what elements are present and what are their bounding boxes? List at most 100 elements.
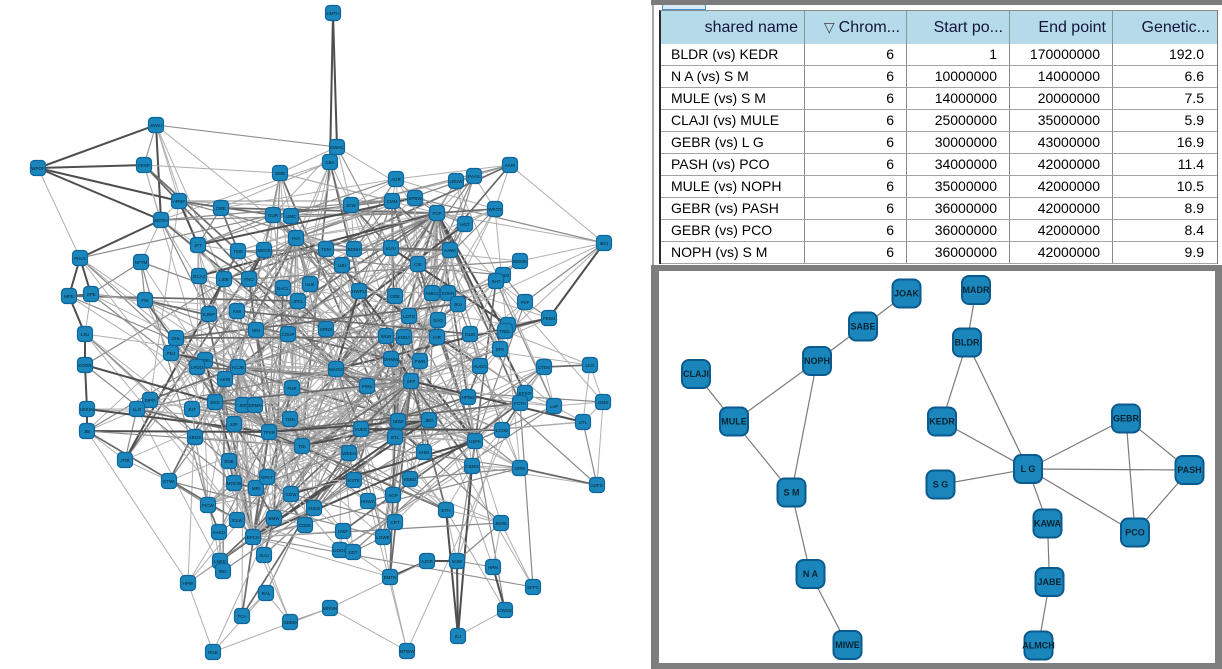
svg-text:AAKD: AAKD: [213, 530, 226, 535]
svg-text:SPBW: SPBW: [408, 196, 422, 201]
svg-text:AGP: AGP: [388, 493, 398, 498]
svg-text:WPOF: WPOF: [31, 166, 45, 171]
svg-text:KCJB: KCJB: [232, 365, 244, 370]
svg-text:COUP: COUP: [281, 332, 294, 337]
svg-text:AJGR: AJGR: [421, 559, 434, 564]
svg-text:ANGE: ANGE: [308, 506, 321, 511]
svg-text:SAO: SAO: [433, 318, 443, 323]
svg-text:TDI: TDI: [298, 444, 305, 449]
svg-text:LDTG: LDTG: [403, 314, 416, 319]
svg-text:TMN: TMN: [285, 417, 295, 422]
svg-text:SWB: SWB: [275, 171, 285, 176]
svg-text:FCP: FCP: [433, 211, 442, 216]
svg-text:GUR: GUR: [268, 213, 279, 218]
svg-text:PWS: PWS: [362, 384, 372, 389]
svg-text:WRNN: WRNN: [323, 606, 337, 611]
svg-text:SBOS: SBOS: [189, 435, 202, 440]
svg-text:EPCH: EPCH: [247, 535, 260, 540]
svg-text:KJWP: KJWP: [203, 312, 216, 317]
svg-text:WKTD: WKTD: [488, 207, 502, 212]
svg-text:JABE: JABE: [1037, 577, 1061, 587]
svg-text:MJW: MJW: [452, 559, 463, 564]
svg-text:MFE: MFE: [64, 294, 74, 299]
svg-text:RGE: RGE: [208, 650, 218, 655]
svg-text:KBBD: KBBD: [404, 477, 417, 482]
svg-text:SFK: SFK: [496, 347, 505, 352]
svg-text:JOAK: JOAK: [894, 289, 920, 299]
svg-text:TPSR: TPSR: [263, 430, 276, 435]
svg-text:WUB: WUB: [381, 334, 392, 339]
svg-text:WEEH: WEEH: [342, 451, 356, 456]
svg-text:KAWI: KAWI: [444, 248, 455, 253]
svg-text:JUT: JUT: [188, 407, 196, 412]
svg-text:LIMC: LIMC: [286, 214, 298, 219]
svg-text:NDW: NDW: [393, 419, 404, 424]
svg-text:MULE: MULE: [721, 417, 747, 427]
svg-text:ALMCH: ALMCH: [1022, 641, 1055, 651]
svg-text:JKU: JKU: [454, 302, 463, 307]
svg-text:HPW: HPW: [183, 581, 194, 586]
svg-text:JTIR: JTIR: [120, 458, 130, 463]
svg-text:AGR: AGR: [391, 177, 402, 182]
svg-text:N A: N A: [803, 569, 819, 579]
svg-text:JBI: JBI: [84, 429, 91, 434]
svg-text:MIWE: MIWE: [835, 640, 860, 650]
svg-text:CRT: CRT: [390, 520, 399, 525]
svg-text:GMS: GMS: [598, 400, 608, 405]
svg-text:UOGC: UOGC: [333, 548, 347, 553]
svg-text:EMTN: EMTN: [384, 575, 397, 580]
svg-text:KOKN: KOKN: [442, 291, 455, 296]
svg-text:AARI: AARI: [505, 163, 516, 168]
svg-text:MAGG: MAGG: [329, 367, 343, 372]
svg-text:PCO: PCO: [1125, 528, 1145, 538]
svg-text:TMS: TMS: [233, 249, 243, 254]
svg-text:JCW: JCW: [346, 203, 356, 208]
svg-text:CLAJI: CLAJI: [683, 369, 709, 379]
svg-text:UUK: UUK: [305, 282, 315, 287]
svg-text:ODE: ODE: [390, 294, 400, 299]
svg-text:LKG: LKG: [585, 363, 595, 368]
svg-text:LGWE: LGWE: [376, 535, 389, 540]
svg-text:SUU: SUU: [259, 553, 269, 558]
svg-text:TCA: TCA: [238, 614, 247, 619]
svg-text:MRI: MRI: [252, 486, 260, 491]
svg-text:CTDS: CTDS: [538, 365, 550, 370]
svg-text:KHM: KHM: [419, 450, 429, 455]
svg-text:CDEL: CDEL: [199, 358, 212, 363]
svg-text:FNI: FNI: [141, 298, 148, 303]
svg-text:IEN: IEN: [252, 328, 260, 333]
svg-text:MECR: MECR: [257, 248, 271, 253]
svg-text:GEBR: GEBR: [1113, 414, 1140, 424]
svg-text:LAP: LAP: [550, 404, 559, 409]
svg-text:SABE: SABE: [850, 322, 875, 332]
svg-text:GTL: GTL: [579, 420, 588, 425]
svg-text:KMI: KMI: [233, 309, 241, 314]
svg-text:MOCW: MOCW: [227, 481, 242, 486]
svg-text:HNWC: HNWC: [361, 499, 376, 504]
svg-text:MTWW: MTWW: [400, 649, 416, 654]
svg-text:MADR: MADR: [963, 285, 990, 295]
svg-text:ADFO: ADFO: [591, 483, 604, 488]
svg-text:UWF: UWF: [338, 529, 348, 534]
svg-text:PASH: PASH: [1177, 465, 1201, 475]
svg-text:DHL: DHL: [171, 336, 180, 341]
svg-text:LCOD: LCOD: [496, 428, 509, 433]
svg-text:EWHC: EWHC: [330, 145, 344, 150]
svg-text:S G: S G: [933, 480, 949, 490]
svg-text:SRNS: SRNS: [320, 327, 333, 332]
svg-text:L G: L G: [1021, 464, 1036, 474]
svg-text:MOTH: MOTH: [154, 218, 167, 223]
svg-text:ENB: ENB: [224, 459, 233, 464]
svg-text:SWKI: SWKI: [150, 123, 162, 128]
svg-text:PAAS: PAAS: [468, 174, 480, 179]
svg-text:EFKO: EFKO: [519, 391, 532, 396]
svg-text:KUU: KUU: [386, 246, 396, 251]
svg-text:TREL: TREL: [499, 329, 511, 334]
svg-text:PDJ: PDJ: [167, 351, 176, 356]
svg-text:KAWA: KAWA: [1034, 519, 1062, 529]
svg-text:JDF: JDF: [239, 403, 247, 408]
svg-text:LPDO: LPDO: [191, 365, 204, 370]
svg-text:CIE: CIE: [414, 262, 422, 267]
svg-text:LBUW: LBUW: [449, 179, 463, 184]
svg-text:SJF: SJF: [230, 422, 238, 427]
